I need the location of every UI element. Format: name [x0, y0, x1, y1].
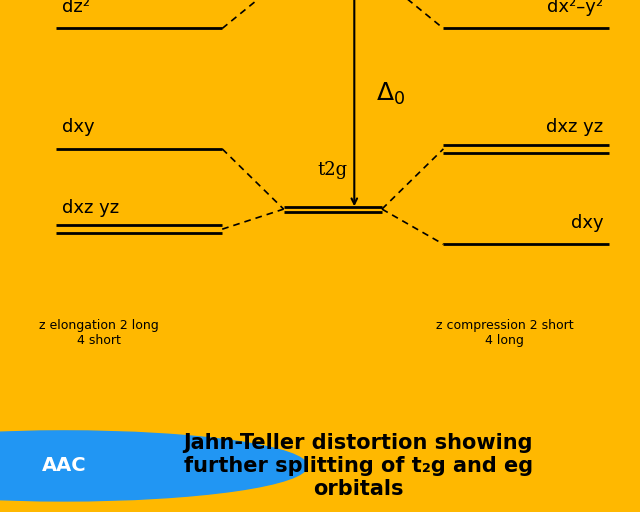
- Text: dxz yz: dxz yz: [63, 199, 120, 217]
- Text: $\Delta_0$: $\Delta_0$: [376, 80, 405, 107]
- Text: dxz yz: dxz yz: [546, 118, 603, 136]
- Text: dxy: dxy: [63, 118, 95, 136]
- Text: AAC: AAC: [42, 456, 86, 476]
- Text: dz²: dz²: [63, 0, 90, 16]
- Text: Jahn-Teller distortion showing
further splitting of t₂g and eg
orbitals: Jahn-Teller distortion showing further s…: [184, 433, 533, 499]
- Text: dx²–y²: dx²–y²: [547, 0, 603, 16]
- Text: t2g: t2g: [317, 161, 348, 179]
- Text: z elongation 2 long
4 short: z elongation 2 long 4 short: [40, 319, 159, 348]
- Text: z compression 2 short
4 long: z compression 2 short 4 long: [436, 319, 573, 348]
- Text: dxy: dxy: [570, 214, 603, 231]
- Circle shape: [0, 431, 307, 501]
